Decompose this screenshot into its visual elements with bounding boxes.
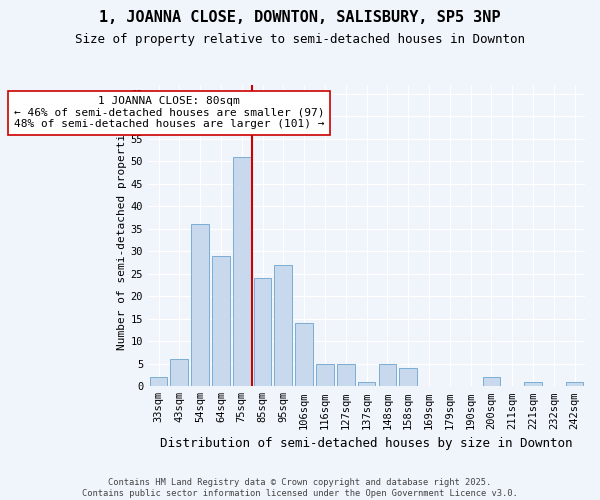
Bar [233, 157, 251, 386]
Bar [212, 256, 230, 386]
Bar [379, 364, 396, 386]
X-axis label: Distribution of semi-detached houses by size in Downton: Distribution of semi-detached houses by … [160, 437, 573, 450]
Bar [400, 368, 417, 386]
Bar [191, 224, 209, 386]
Bar [566, 382, 583, 386]
Bar [254, 278, 271, 386]
Bar [149, 378, 167, 386]
Y-axis label: Number of semi-detached properties: Number of semi-detached properties [116, 121, 127, 350]
Bar [358, 382, 376, 386]
Text: Contains HM Land Registry data © Crown copyright and database right 2025.
Contai: Contains HM Land Registry data © Crown c… [82, 478, 518, 498]
Text: Size of property relative to semi-detached houses in Downton: Size of property relative to semi-detach… [75, 32, 525, 46]
Bar [482, 378, 500, 386]
Bar [316, 364, 334, 386]
Bar [524, 382, 542, 386]
Bar [170, 360, 188, 386]
Bar [274, 265, 292, 386]
Bar [295, 324, 313, 386]
Text: 1 JOANNA CLOSE: 80sqm
← 46% of semi-detached houses are smaller (97)
48% of semi: 1 JOANNA CLOSE: 80sqm ← 46% of semi-deta… [14, 96, 324, 130]
Text: 1, JOANNA CLOSE, DOWNTON, SALISBURY, SP5 3NP: 1, JOANNA CLOSE, DOWNTON, SALISBURY, SP5… [99, 10, 501, 25]
Bar [337, 364, 355, 386]
